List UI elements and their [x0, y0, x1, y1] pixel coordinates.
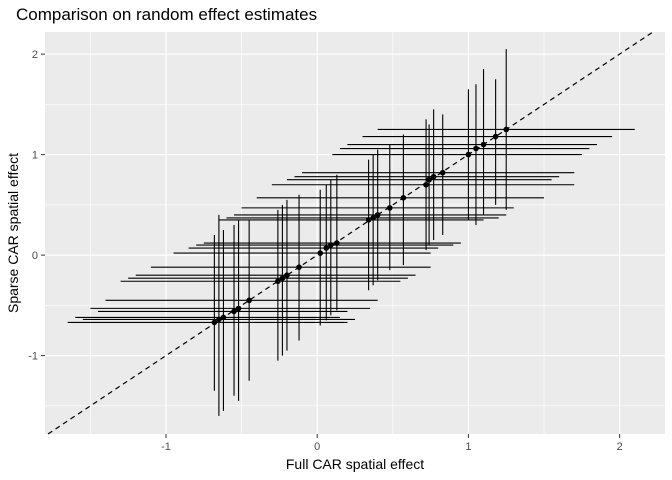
x-axis: -1 0 1 2: [161, 434, 623, 453]
data-point: [220, 314, 227, 321]
data-point: [235, 305, 242, 312]
y-tick-label: 0: [32, 250, 38, 262]
data-point: [480, 141, 487, 148]
data-point: [473, 145, 479, 152]
data-point: [279, 275, 286, 282]
data-point: [246, 297, 252, 304]
data-point: [284, 272, 290, 279]
data-point: [296, 264, 302, 270]
x-tick-label: 2: [617, 441, 623, 453]
identity-reference-line: [47, 31, 654, 435]
data-point: [439, 169, 446, 176]
data-point: [465, 151, 472, 158]
y-tick-label: 2: [32, 49, 38, 61]
y-tick-label: 1: [32, 150, 38, 162]
x-tick-label: 0: [314, 441, 320, 453]
data-point: [492, 133, 499, 140]
data-point: [365, 217, 372, 223]
data-point: [334, 240, 340, 246]
data-point: [216, 316, 222, 323]
data-point: [231, 308, 237, 315]
data-point: [275, 278, 281, 285]
data-point: [423, 181, 429, 188]
data-point: [211, 319, 218, 326]
y-axis: -1 0 1 2: [28, 49, 45, 363]
data-point: [370, 215, 376, 221]
reference-line: [47, 31, 654, 435]
data-point: [430, 173, 437, 180]
y-tick-label: -1: [28, 351, 38, 363]
x-axis-title: Full CAR spatial effect: [286, 456, 424, 472]
data-point: [386, 205, 393, 211]
data-point: [426, 176, 432, 183]
x-tick-label: 1: [465, 441, 471, 453]
data-point: [328, 242, 334, 248]
data-points: [211, 126, 510, 326]
data-point: [374, 212, 381, 218]
x-tick-label: -1: [161, 441, 171, 453]
grid-minor: [45, 32, 665, 434]
data-point: [317, 250, 324, 256]
chart-title: Comparison on random effect estimates: [16, 5, 317, 24]
data-point: [503, 126, 510, 133]
data-point: [400, 195, 407, 201]
y-axis-title: Sparse CAR spatial effect: [5, 153, 21, 313]
data-point: [323, 245, 330, 251]
